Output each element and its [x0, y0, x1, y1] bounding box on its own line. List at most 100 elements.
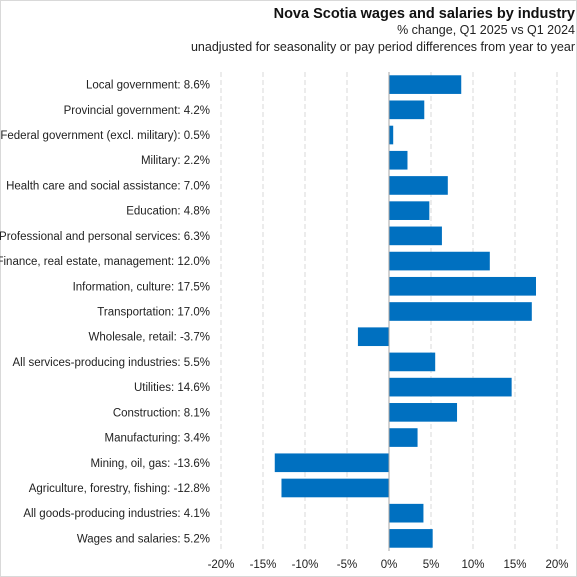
data-label: -13.6% — [174, 458, 210, 470]
label-separator: : — [177, 407, 183, 419]
category-label: Professional and personal services: 6.3% — [0, 231, 210, 243]
category-name: Military — [141, 155, 178, 167]
data-label: 5.2% — [184, 533, 210, 545]
data-label: 12.0% — [177, 256, 210, 268]
category-label: Local government: 8.6% — [86, 80, 210, 92]
x-tick-label: 10% — [461, 559, 484, 571]
category-name: Professional and personal services — [0, 231, 178, 243]
category-label: Utilities: 14.6% — [134, 382, 210, 394]
category-label: Agriculture, forestry, fishing: -12.8% — [29, 483, 210, 495]
chart-note: unadjusted for seasonality or pay period… — [190, 40, 575, 54]
data-label: 7.0% — [184, 180, 210, 192]
category-name: Federal government (excl. military) — [0, 130, 177, 142]
category-name: Local government — [86, 80, 178, 92]
x-tick-label: 20% — [545, 559, 568, 571]
category-name: Mining, oil, gas — [90, 458, 167, 470]
bar — [389, 428, 418, 447]
data-label: 4.1% — [184, 508, 210, 520]
label-separator: : — [171, 307, 177, 319]
x-tick-label: -15% — [250, 559, 277, 571]
label-separator: : — [167, 483, 173, 495]
data-label: 3.4% — [184, 433, 210, 445]
data-label: 5.5% — [184, 357, 210, 369]
data-label: 17.0% — [177, 307, 210, 319]
category-label: Transportation: 17.0% — [97, 307, 210, 319]
category-name: Agriculture, forestry, fishing — [29, 483, 167, 495]
bar — [357, 327, 389, 347]
x-tick-label: -10% — [292, 559, 319, 571]
label-separator: : — [177, 105, 183, 117]
bar — [389, 75, 462, 94]
x-tick-label: 15% — [503, 559, 526, 571]
bar — [389, 276, 536, 296]
bar — [389, 377, 512, 397]
bar — [389, 100, 425, 120]
bar — [389, 503, 424, 523]
bar — [389, 125, 394, 145]
category-label: All services-producing industries: 5.5% — [12, 357, 210, 369]
chart-subtitle: % change, Q1 2025 vs Q1 2024 — [397, 23, 575, 37]
bar — [389, 226, 442, 246]
category-label: Health care and social assistance: 7.0% — [6, 180, 210, 192]
bar — [389, 201, 430, 220]
x-tick-label: -20% — [208, 559, 235, 571]
bar — [389, 150, 408, 170]
bar — [389, 403, 458, 422]
category-name: Wages and salaries — [77, 533, 178, 545]
label-separator: : — [177, 508, 183, 520]
label-separator: : — [177, 231, 183, 243]
category-label: Provincial government: 4.2% — [64, 105, 210, 117]
category-name: Transportation — [97, 307, 171, 319]
label-separator: : — [171, 256, 177, 268]
label-separator: : — [177, 433, 183, 445]
category-label: All goods-producing industries: 4.1% — [23, 508, 210, 520]
data-label: 6.3% — [184, 231, 210, 243]
category-name: Education — [126, 206, 177, 218]
category-name: Construction — [113, 407, 178, 419]
chart-title: Nova Scotia wages and salaries by indust… — [273, 6, 575, 22]
label-separator: : — [174, 332, 180, 344]
bar — [274, 453, 389, 473]
bar — [389, 302, 532, 321]
x-tick-label: -5% — [337, 559, 357, 571]
category-label: Education: 4.8% — [126, 206, 210, 218]
category-name: Manufacturing — [105, 433, 178, 445]
category-label: Construction: 8.1% — [113, 407, 210, 419]
category-label: Mining, oil, gas: -13.6% — [90, 458, 210, 470]
category-name: Wholesale, retail — [89, 332, 174, 344]
category-name: All services-producing industries — [12, 357, 177, 369]
label-separator: : — [177, 533, 183, 545]
data-label: 4.2% — [184, 105, 210, 117]
category-label: Military: 2.2% — [141, 155, 210, 167]
data-label: -3.7% — [180, 332, 210, 344]
label-separator: : — [177, 206, 183, 218]
data-label: 2.2% — [184, 155, 210, 167]
label-separator: : — [177, 80, 183, 92]
category-label: Finance, real estate, management: 12.0% — [0, 256, 210, 268]
data-label: 4.8% — [184, 206, 210, 218]
label-separator: : — [177, 357, 183, 369]
data-label: 17.5% — [177, 281, 210, 293]
x-tick-label: 5% — [423, 559, 440, 571]
category-name: Utilities — [134, 382, 171, 394]
label-separator: : — [171, 382, 177, 394]
label-separator: : — [167, 458, 173, 470]
category-label: Federal government (excl. military): 0.5… — [0, 130, 210, 142]
data-label: 0.5% — [184, 130, 210, 142]
bar — [281, 478, 389, 498]
category-label: Information, culture: 17.5% — [73, 281, 210, 293]
label-separator: : — [171, 281, 177, 293]
data-label: 8.6% — [184, 80, 210, 92]
category-name: Information, culture — [73, 281, 171, 293]
category-name: All goods-producing industries — [23, 508, 177, 520]
bar — [389, 176, 448, 195]
category-labels: Local government: 8.6% Provincial governm… — [0, 80, 210, 546]
category-label: Manufacturing: 3.4% — [105, 433, 210, 445]
bar — [389, 251, 490, 271]
bar — [389, 352, 436, 372]
bars — [274, 75, 536, 548]
category-name: Health care and social assistance — [6, 180, 177, 192]
data-label: -12.8% — [174, 483, 210, 495]
x-tick-label: 0% — [381, 559, 398, 571]
